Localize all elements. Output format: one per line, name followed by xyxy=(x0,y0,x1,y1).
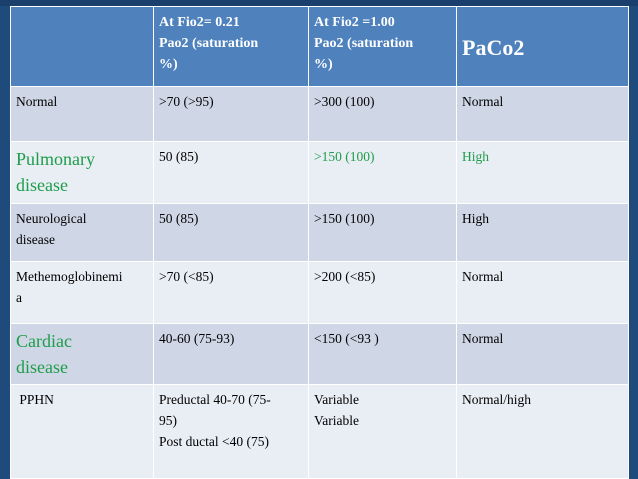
condition-cell: PPHN xyxy=(10,384,154,479)
condition-line: Cardiac xyxy=(16,331,72,351)
table-row: Methemoglobinemi a >70 (<85) >200 (<85) … xyxy=(10,261,629,324)
header-line: %) xyxy=(159,57,178,72)
oxygen-comparison-table: At Fio2= 0.21 Pao2 (saturation %) At Fio… xyxy=(10,6,629,479)
table-row: Pulmonary disease 50 (85) >150 (100) Hig… xyxy=(10,141,629,204)
fio100-cell: <150 (<93 ) xyxy=(308,323,457,385)
condition-cell: Pulmonary disease xyxy=(10,141,154,204)
header-line: %) xyxy=(314,57,333,72)
header-fio2-021: At Fio2= 0.21 Pao2 (saturation %) xyxy=(153,6,309,87)
header-empty-cell xyxy=(10,6,154,87)
fio100-cell: Variable Variable xyxy=(308,384,457,479)
table-row: Neurological disease 50 (85) >150 (100) … xyxy=(10,203,629,262)
fio100-cell: >200 (<85) xyxy=(308,261,457,324)
fio100-cell: >150 (100) xyxy=(308,141,457,204)
table-row: PPHN Preductal 40-70 (75- 95) Post ducta… xyxy=(10,384,629,479)
paco2-cell: Normal xyxy=(456,86,629,142)
fio021-line: Preductal 40-70 (75- xyxy=(159,392,271,407)
header-paco2: PaCo2 xyxy=(456,6,629,87)
fio021-cell: >70 (<85) xyxy=(153,261,309,324)
table-row: Cardiac disease 40-60 (75-93) <150 (<93 … xyxy=(10,323,629,385)
slide-background xyxy=(0,0,638,6)
header-fio2-100: At Fio2 =1.00 Pao2 (saturation %) xyxy=(308,6,457,87)
fio100-line: Variable xyxy=(314,392,359,407)
fio100-green-part: <150 xyxy=(314,331,342,346)
header-line: Pao2 (saturation xyxy=(159,36,259,51)
condition-cell: Cardiac disease xyxy=(10,323,154,385)
condition-line: Pulmonary xyxy=(16,149,95,169)
fio021-cell: >70 (>95) xyxy=(153,86,309,142)
condition-line: disease xyxy=(16,232,55,247)
fio100-rest-part: (<93 ) xyxy=(341,331,379,346)
fio100-line: Variable xyxy=(314,413,359,428)
paco2-cell: Normal xyxy=(456,261,629,324)
header-line: At Fio2= 0.21 xyxy=(159,15,240,30)
condition-line: disease xyxy=(16,357,68,377)
fio021-line: Post ductal <40 (75) xyxy=(159,434,269,449)
condition-cell: Neurological disease xyxy=(10,203,154,262)
fio021-cell: 40-60 (75-93) xyxy=(153,323,309,385)
condition-line: disease xyxy=(16,175,68,195)
header-line: Pao2 (saturation xyxy=(314,36,414,51)
table-header-row: At Fio2= 0.21 Pao2 (saturation %) At Fio… xyxy=(10,6,629,87)
condition-cell: Methemoglobinemi a xyxy=(10,261,154,324)
condition-line: Neurological xyxy=(16,211,87,226)
fio100-cell: >150 (100) xyxy=(308,203,457,262)
paco2-cell: Normal xyxy=(456,323,629,385)
fio021-cell: 50 (85) xyxy=(153,203,309,262)
paco2-cell: High xyxy=(456,141,629,204)
condition-cell: Normal xyxy=(10,86,154,142)
fio021-cell: 50 (85) xyxy=(153,141,309,204)
fio021-cell: Preductal 40-70 (75- 95) Post ductal <40… xyxy=(153,384,309,479)
fio021-line: 95) xyxy=(159,413,177,428)
condition-line: Methemoglobinemi xyxy=(16,269,123,284)
paco2-cell: High xyxy=(456,203,629,262)
condition-line: a xyxy=(16,290,22,305)
fio100-cell: >300 (100) xyxy=(308,86,457,142)
table-row: Normal >70 (>95) >300 (100) Normal xyxy=(10,86,629,142)
paco2-cell: Normal/high xyxy=(456,384,629,479)
header-line: At Fio2 =1.00 xyxy=(314,15,395,30)
